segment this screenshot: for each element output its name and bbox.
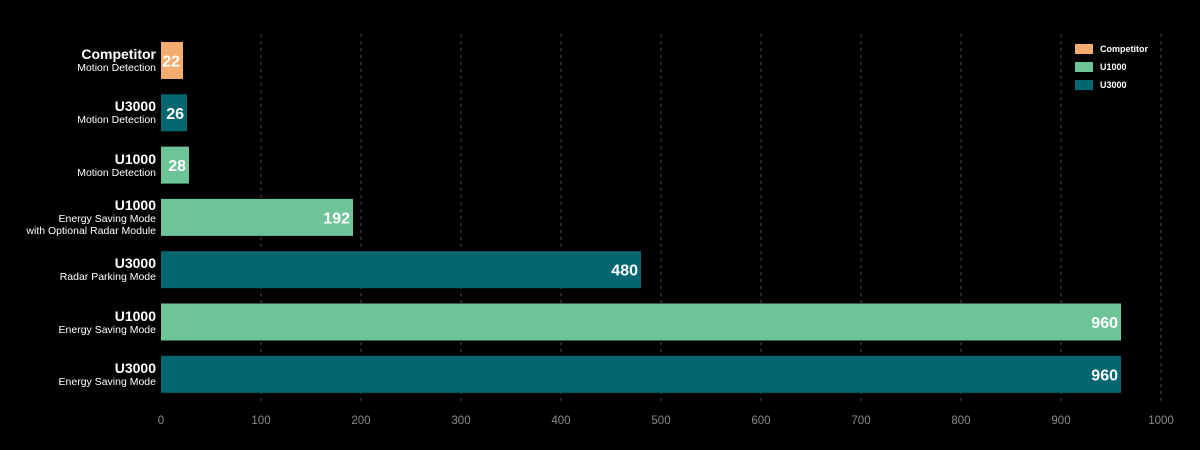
category-title: U1000 xyxy=(114,196,156,213)
bar-u1000 xyxy=(161,303,1121,341)
category-subtitle: Motion Detection xyxy=(77,114,156,127)
legend-swatch xyxy=(1075,44,1093,54)
category-title: U3000 xyxy=(114,255,156,272)
category-subtitle: Energy Saving Mode xyxy=(58,323,156,336)
x-tick-label: 400 xyxy=(551,415,570,427)
category-label: U3000 Energy Saving Mode xyxy=(0,359,156,388)
bar-value-label: 28 xyxy=(168,158,186,175)
legend: Competitor U1000 U3000 xyxy=(1075,40,1148,94)
category-label: U3000 Radar Parking Mode xyxy=(0,255,156,284)
bar-value-label: 22 xyxy=(162,54,180,71)
legend-item: U1000 xyxy=(1075,58,1148,76)
bar-u3000 xyxy=(161,251,641,289)
bar-competitor xyxy=(161,42,183,79)
legend-label: Competitor xyxy=(1100,44,1148,54)
x-tick-label: 1000 xyxy=(1148,415,1174,427)
bar-value-label: 192 xyxy=(323,210,350,227)
legend-item: U3000 xyxy=(1075,76,1148,94)
category-title: Competitor xyxy=(81,46,156,62)
x-tick-label: 500 xyxy=(651,415,670,427)
category-subtitle: Energy Saving Mode xyxy=(58,212,156,225)
legend-label: U1000 xyxy=(1100,62,1127,72)
bar-value-label: 960 xyxy=(1091,367,1118,384)
category-subtitle: Motion Detection xyxy=(77,62,156,74)
legend-swatch xyxy=(1075,80,1093,90)
category-title: U3000 xyxy=(114,98,156,115)
x-tick-label: 200 xyxy=(351,415,370,427)
category-subtitle: with Optional Radar Module xyxy=(26,224,156,237)
legend-label: U3000 xyxy=(1100,80,1127,90)
x-tick-label: 0 xyxy=(158,415,164,427)
legend-item: Competitor xyxy=(1075,40,1148,58)
x-tick-label: 300 xyxy=(451,415,470,427)
x-tick-label: 900 xyxy=(1051,415,1070,427)
category-subtitle: Energy Saving Mode xyxy=(58,375,156,388)
category-label: Competitor Motion Detection xyxy=(0,46,156,75)
category-label: U1000 Energy Saving Mode with Optional Rad… xyxy=(0,196,156,237)
bar-value-label: 26 xyxy=(166,106,184,123)
category-subtitle: Radar Parking Mode xyxy=(59,271,156,284)
category-title: U1000 xyxy=(114,150,156,167)
bar-u1000 xyxy=(161,146,189,184)
category-title: U3000 xyxy=(114,359,156,376)
category-subtitle: Motion Detection xyxy=(77,166,156,179)
bar-u3000 xyxy=(161,355,1121,393)
bar-value-label: 480 xyxy=(611,263,638,280)
x-tick-label: 100 xyxy=(251,415,270,427)
bar-u1000 xyxy=(161,198,353,236)
bar-u3000 xyxy=(161,94,187,132)
x-tick-label: 700 xyxy=(851,415,870,427)
category-label: U1000 Motion Detection xyxy=(0,150,156,179)
category-label: U3000 Motion Detection xyxy=(0,98,156,127)
category-title: U1000 xyxy=(114,307,156,324)
legend-swatch xyxy=(1075,62,1093,72)
x-tick-label: 800 xyxy=(951,415,970,427)
category-label: U1000 Energy Saving Mode xyxy=(0,307,156,336)
bar-value-label: 960 xyxy=(1091,315,1118,332)
x-tick-label: 600 xyxy=(751,415,770,427)
